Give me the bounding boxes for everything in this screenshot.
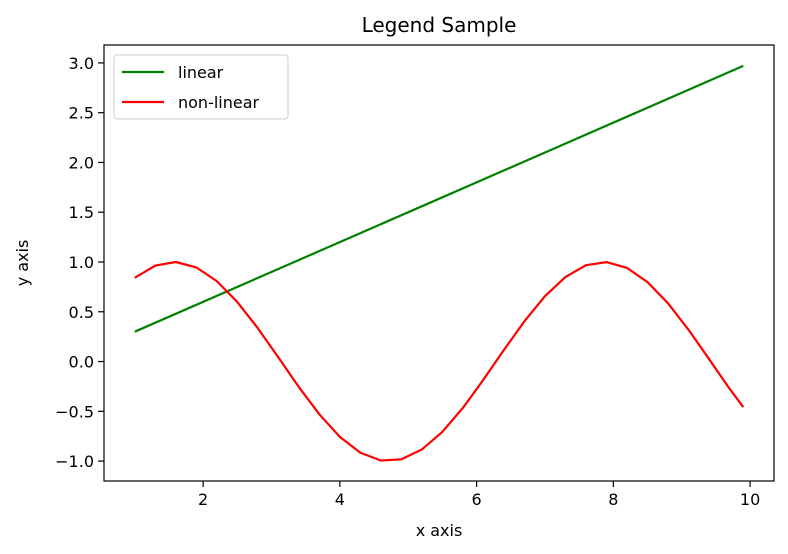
chart-title: Legend Sample	[362, 13, 517, 37]
y-tick-label: 2.0	[69, 153, 94, 172]
series-line-linear	[134, 64, 744, 333]
x-tick-label: 8	[608, 490, 618, 509]
y-tick-label: 3.0	[69, 54, 94, 73]
x-tick-label: 2	[198, 490, 208, 509]
y-tick-label: 1.0	[69, 253, 94, 272]
x-axis-label: x axis	[416, 521, 463, 540]
y-tick-label: 1.5	[69, 203, 94, 222]
legend: linear non-linear	[113, 54, 289, 120]
y-tick-label: −1.0	[55, 452, 94, 471]
x-tick-label: 10	[740, 490, 760, 509]
series-layer	[134, 64, 745, 462]
x-tick-label: 6	[472, 490, 482, 509]
x-tick-label: 4	[335, 490, 345, 509]
legend-label-non-linear: non-linear	[178, 93, 260, 112]
y-tick-label: 2.5	[69, 104, 94, 123]
series-line-non-linear	[134, 260, 745, 462]
legend-label-linear: linear	[178, 63, 224, 82]
y-tick-label: −0.5	[55, 402, 94, 421]
plot-frame	[103, 44, 775, 482]
ticks-layer: 2 4 6 8 10 −1.0 −0.5 0.0 0.5 1.0 1.5 2.0 2.5 3.0	[55, 54, 760, 509]
y-axis-label: y axis	[13, 240, 32, 287]
y-tick-label: 0.5	[69, 303, 94, 322]
y-tick-label: 0.0	[69, 353, 94, 372]
